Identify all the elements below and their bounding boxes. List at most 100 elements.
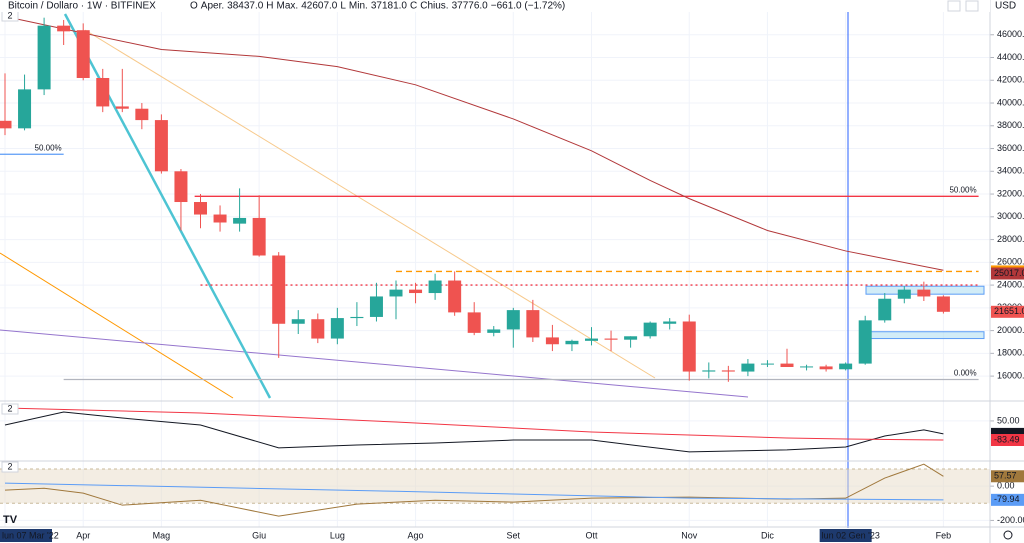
candle-body bbox=[96, 77, 110, 107]
candle-body bbox=[213, 214, 227, 223]
price-tag bbox=[991, 470, 1024, 483]
y-tick-label: 36000.00 bbox=[997, 143, 1024, 153]
price-tag-label: 57.57 bbox=[994, 471, 1017, 481]
price-tag-label: -83.49 bbox=[994, 434, 1020, 444]
y-tick-label: 46000.00 bbox=[997, 29, 1024, 39]
pane-label: 2 bbox=[7, 461, 12, 471]
x-tick-label: Set bbox=[507, 530, 521, 540]
candle-body bbox=[18, 89, 32, 129]
x-tick-label: Giu bbox=[252, 530, 266, 540]
settings-button[interactable] bbox=[1003, 530, 1013, 540]
scroll-button[interactable] bbox=[947, 0, 961, 12]
y-tick-label: 40000.00 bbox=[997, 97, 1024, 107]
candle-body bbox=[565, 340, 579, 345]
candle-body bbox=[760, 363, 774, 365]
trend-line bbox=[0, 252, 234, 399]
legend-item: Max. bbox=[277, 1, 299, 12]
y-tick-label: 24000.00 bbox=[997, 279, 1024, 289]
candle-body bbox=[878, 298, 892, 321]
candle-body bbox=[506, 310, 520, 330]
y-tick-label: 32000.00 bbox=[997, 188, 1024, 198]
legend-item: C bbox=[410, 1, 417, 12]
candle-body bbox=[663, 321, 677, 324]
candle-body bbox=[839, 363, 853, 370]
candle-body bbox=[194, 202, 207, 215]
candle-body bbox=[330, 318, 344, 339]
grid bbox=[0, 12, 990, 527]
price-tag-label: 21651.0 bbox=[994, 306, 1024, 316]
y-tick-label: 20000.00 bbox=[997, 325, 1024, 335]
y-tick-label: 38000.00 bbox=[997, 120, 1024, 130]
x-tick-label: Ago bbox=[408, 530, 424, 540]
line-series bbox=[4, 407, 944, 441]
price-tag-label: -79.94 bbox=[994, 494, 1020, 504]
chart-title: Bitcoin / Dollaro · 1W · BITFINEX bbox=[8, 1, 156, 12]
y-tick-label: 34000.00 bbox=[997, 166, 1024, 176]
candle-body bbox=[272, 255, 286, 324]
candle-body bbox=[604, 338, 618, 340]
legend-item: Min. bbox=[349, 1, 368, 12]
y-tick-label: 16000.00 bbox=[997, 370, 1024, 380]
x-tick-label: Lug bbox=[330, 530, 345, 540]
candle-body bbox=[409, 289, 423, 294]
y-tick-label: 26000.00 bbox=[997, 257, 1024, 267]
y-tick-label: 18000.00 bbox=[997, 348, 1024, 358]
trend-line bbox=[0, 329, 749, 398]
x-label-bg bbox=[819, 529, 872, 542]
menu-button[interactable] bbox=[965, 0, 979, 12]
x-tick-label: Mag bbox=[153, 530, 171, 540]
candle-body bbox=[350, 316, 364, 319]
price-tag bbox=[991, 267, 1024, 280]
x-tick-label: lun 07 Mar '22 bbox=[2, 530, 59, 540]
candle-body bbox=[858, 320, 872, 364]
level-label: 0.00% bbox=[954, 369, 977, 378]
legend-item: −661.0 (−1.72%) bbox=[491, 1, 566, 12]
candle-body bbox=[467, 312, 481, 333]
x-tick-label: Feb bbox=[936, 530, 952, 540]
x-tick-label: Apr bbox=[76, 530, 90, 540]
y-tick-label: 50.00 bbox=[997, 415, 1020, 425]
candle-body bbox=[291, 319, 305, 324]
pane-label-box bbox=[1, 403, 19, 415]
line-series bbox=[4, 16, 944, 271]
candle-body bbox=[917, 289, 931, 297]
y-tick-label: 30000.00 bbox=[997, 211, 1024, 221]
legend-item: Aper. bbox=[201, 1, 224, 12]
x-label-bg bbox=[0, 529, 52, 542]
y-tick-label: 0.00 bbox=[997, 481, 1015, 491]
x-tick-label: lun 02 Gen '23 bbox=[822, 530, 880, 540]
legend-item: 38437.0 bbox=[227, 1, 264, 12]
candle-body bbox=[154, 120, 168, 172]
zone bbox=[865, 331, 985, 340]
y-tick-label: 44000.00 bbox=[997, 52, 1024, 62]
candle-body bbox=[0, 120, 12, 129]
x-tick-label: Dic bbox=[761, 530, 774, 540]
plot: 16000.0018000.0020000.0022000.0024000.00… bbox=[0, 10, 1024, 542]
candle-body bbox=[76, 30, 90, 78]
legend-item: 37181.0 bbox=[371, 1, 408, 12]
candle-body bbox=[369, 296, 383, 317]
line-series bbox=[4, 463, 944, 517]
candle-body bbox=[233, 217, 247, 224]
price-tag bbox=[991, 434, 1024, 446]
candle-body bbox=[741, 363, 755, 372]
candle-body bbox=[819, 366, 833, 370]
candle-body bbox=[545, 337, 559, 345]
trend-line bbox=[84, 29, 656, 379]
level-label: 50.00% bbox=[949, 185, 976, 194]
candle-body bbox=[37, 25, 51, 90]
pane-label: 2 bbox=[7, 10, 12, 20]
candle-body bbox=[57, 25, 71, 32]
y-tick-label: -200.00 bbox=[997, 515, 1024, 525]
candle-body bbox=[643, 322, 657, 337]
candle-body bbox=[800, 366, 814, 368]
candle-body bbox=[721, 370, 735, 372]
line-series bbox=[4, 482, 944, 501]
candle-body bbox=[624, 336, 638, 340]
y-tick-label: 28000.00 bbox=[997, 234, 1024, 244]
candle-body bbox=[702, 370, 716, 372]
candle-body bbox=[311, 319, 325, 339]
legend-item: L bbox=[340, 1, 346, 12]
